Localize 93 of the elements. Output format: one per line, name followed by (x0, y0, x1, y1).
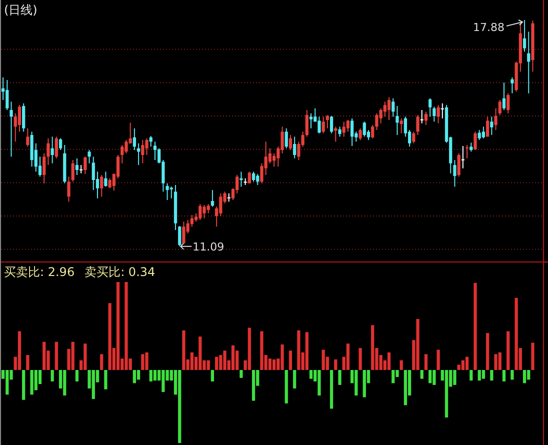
bar (506, 331, 510, 370)
bar (210, 370, 214, 382)
bar (297, 330, 300, 370)
bar (54, 342, 58, 370)
bar (100, 354, 104, 370)
bar (322, 350, 325, 370)
bar (280, 344, 284, 370)
bar (198, 336, 202, 370)
bar (84, 344, 87, 370)
bar (104, 370, 108, 390)
bar (34, 370, 38, 390)
bar (136, 370, 140, 380)
bar (436, 350, 440, 370)
bar (293, 370, 296, 388)
bar (522, 370, 526, 384)
bar (424, 354, 428, 370)
chart-title: 买卖比: 2.96 (4, 265, 75, 279)
bar (248, 328, 251, 370)
bar (457, 364, 460, 370)
bar (190, 352, 194, 370)
bar (444, 370, 448, 418)
bar (6, 370, 9, 395)
bar (432, 370, 436, 385)
bar (510, 370, 514, 380)
bar (284, 370, 288, 404)
bar (288, 350, 292, 370)
bar (387, 352, 391, 370)
bar (206, 360, 210, 370)
bar (124, 282, 128, 370)
bar (330, 370, 334, 409)
bar (108, 303, 112, 370)
bar (478, 370, 481, 381)
bar (215, 356, 218, 370)
bar (42, 342, 46, 370)
bar (498, 352, 502, 370)
bar (400, 360, 403, 370)
annotation: 17.88 (473, 21, 505, 34)
bar (338, 370, 342, 385)
bar (482, 370, 486, 379)
bar (392, 370, 395, 384)
bar (22, 370, 26, 400)
bar (334, 359, 338, 370)
bar (268, 358, 272, 370)
bar (75, 370, 79, 382)
bar (63, 370, 66, 396)
bar (309, 370, 313, 379)
bar (71, 342, 74, 370)
bar (162, 370, 165, 392)
annotation: 11.09 (192, 240, 224, 254)
bar (223, 350, 226, 370)
bar (178, 370, 182, 443)
bar (145, 352, 148, 370)
bar (362, 370, 366, 398)
bar (420, 370, 424, 379)
bar (465, 356, 469, 370)
bar (404, 370, 408, 406)
bar (305, 332, 308, 370)
bar (149, 370, 152, 382)
bar (453, 370, 456, 385)
bar (240, 370, 243, 378)
bar (272, 359, 276, 370)
bar (318, 370, 321, 396)
bar (141, 354, 144, 370)
chart-title: (日线) (4, 3, 38, 17)
bar (18, 331, 22, 370)
bar (490, 370, 494, 381)
bar (116, 282, 120, 370)
bar (153, 370, 157, 381)
bar (527, 370, 530, 380)
bar (461, 360, 464, 370)
bar (428, 370, 432, 384)
bar (358, 348, 362, 370)
bar (231, 345, 235, 370)
bar (416, 318, 420, 370)
bar (470, 370, 473, 381)
bar (346, 344, 350, 370)
bar (26, 355, 30, 370)
bar (486, 333, 490, 370)
chart-subtitle: 卖买比: 0.34 (84, 265, 156, 279)
bar (371, 325, 374, 370)
bar (92, 370, 95, 400)
bar (30, 370, 34, 395)
bar (50, 370, 54, 382)
bar (260, 331, 264, 370)
bar (252, 370, 256, 401)
bar (531, 342, 534, 370)
bar (502, 370, 506, 382)
bar (354, 370, 358, 396)
bar (474, 282, 477, 370)
bar (514, 298, 518, 370)
bar (494, 354, 498, 370)
bar (182, 330, 186, 370)
bar (132, 370, 136, 384)
